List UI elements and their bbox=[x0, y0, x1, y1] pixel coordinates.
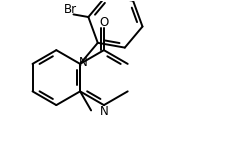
Text: Br: Br bbox=[64, 3, 77, 16]
Text: N: N bbox=[79, 56, 88, 69]
Text: O: O bbox=[99, 16, 108, 29]
Text: N: N bbox=[100, 105, 108, 118]
